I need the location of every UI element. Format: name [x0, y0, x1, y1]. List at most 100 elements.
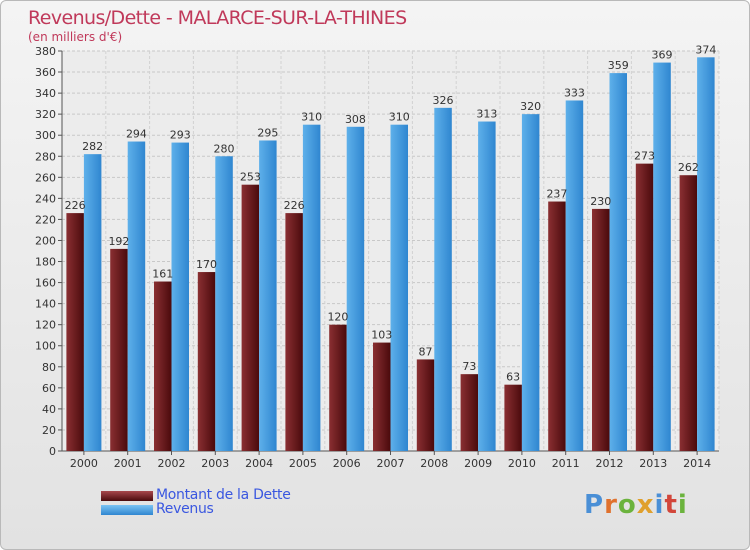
y-tick-label: 360	[35, 66, 56, 79]
data-label-debt: 253	[240, 171, 261, 184]
data-label-revenue: 333	[564, 86, 585, 99]
bar-debt	[241, 184, 260, 451]
x-tick-label: 2003	[201, 457, 229, 470]
data-label-debt: 120	[327, 311, 348, 324]
legend-swatch-revenue	[101, 505, 153, 515]
y-tick-label: 300	[35, 129, 56, 142]
x-tick-label: 2000	[70, 457, 98, 470]
bar-revenue	[697, 57, 715, 451]
x-tick-label: 2012	[596, 457, 624, 470]
bar-debt	[548, 201, 566, 451]
bar-debt	[679, 175, 698, 452]
legend-label-revenue: Revenus	[156, 501, 214, 517]
bar-revenue	[302, 124, 321, 452]
bar-revenue	[83, 154, 102, 451]
data-label-revenue: 295	[257, 126, 278, 139]
bar-debt	[373, 342, 391, 451]
bars	[66, 57, 715, 452]
bar-debt	[285, 213, 303, 451]
x-tick-label: 2008	[420, 457, 448, 470]
bar-revenue	[565, 100, 584, 451]
data-label-debt: 273	[634, 150, 655, 163]
proxiti-logo: Proxiti	[584, 490, 688, 520]
bar-debt	[197, 272, 216, 451]
y-tick-label: 100	[35, 340, 56, 353]
bar-revenue	[434, 107, 452, 451]
x-tick-label: 2004	[245, 457, 273, 470]
y-tick-label: 340	[35, 87, 56, 100]
bar-revenue	[521, 114, 540, 451]
bar-revenue	[259, 140, 277, 451]
data-label-debt: 87	[419, 345, 433, 358]
x-tick-label: 2014	[683, 457, 711, 470]
data-label-revenue: 282	[82, 140, 103, 153]
data-label-debt: 192	[108, 235, 129, 248]
data-label-revenue: 369	[652, 49, 673, 62]
bar-revenue	[653, 62, 671, 451]
y-tick-label: 280	[35, 150, 56, 163]
data-label-revenue: 359	[608, 59, 629, 72]
data-label-debt: 226	[65, 199, 86, 212]
y-tick-label: 140	[35, 298, 56, 311]
y-tick-label: 260	[35, 171, 56, 184]
data-label-debt: 170	[196, 258, 217, 271]
data-label-revenue: 313	[476, 108, 497, 121]
data-label-debt: 73	[462, 360, 476, 373]
data-label-revenue: 310	[389, 111, 410, 124]
data-labels: 226 282 192 294 161 293 170 280 253 295 226 310 120 3…	[65, 43, 717, 383]
data-label-debt: 262	[678, 161, 699, 174]
y-tick-label: 60	[42, 382, 56, 395]
legend-swatch-debt	[101, 491, 153, 501]
data-label-revenue: 326	[433, 94, 454, 107]
y-tick-label: 0	[49, 445, 56, 458]
y-tick-label: 200	[35, 234, 56, 247]
data-label-debt: 161	[152, 268, 173, 281]
x-tick-label: 2009	[464, 457, 492, 470]
y-tick-label: 20	[42, 424, 56, 437]
chart-title: Revenus/Dette - MALARCE-SUR-LA-THINES	[28, 7, 407, 29]
x-tick-label: 2007	[377, 457, 405, 470]
x-tick-label: 2013	[639, 457, 667, 470]
bar-revenue	[390, 124, 408, 452]
data-label-revenue: 310	[301, 111, 322, 124]
y-tick-label: 220	[35, 213, 56, 226]
bar-revenue	[478, 121, 496, 452]
y-tick-label: 240	[35, 192, 56, 205]
data-label-debt: 103	[371, 329, 392, 342]
data-label-debt: 226	[284, 199, 305, 212]
bar-revenue	[215, 156, 233, 451]
chart-subtitle: (en milliers d'€)	[28, 30, 123, 44]
bar-debt	[110, 248, 128, 451]
legend-label-debt: Montant de la Dette	[156, 487, 291, 503]
x-tick-label: 2002	[158, 457, 186, 470]
y-tick-label: 40	[42, 403, 56, 416]
bar-revenue	[171, 142, 189, 451]
data-label-debt: 230	[590, 195, 611, 208]
data-label-debt: 237	[546, 188, 567, 201]
bar-debt	[504, 384, 522, 451]
x-tick-label: 2006	[333, 457, 361, 470]
data-label-debt: 63	[506, 371, 520, 384]
data-label-revenue: 293	[170, 129, 191, 142]
data-label-revenue: 308	[345, 113, 366, 126]
data-label-revenue: 294	[126, 128, 147, 141]
y-tick-label: 320	[35, 108, 56, 121]
y-tick-label: 80	[42, 361, 56, 374]
x-tick-label: 2001	[114, 457, 142, 470]
bar-debt	[154, 281, 172, 451]
data-label-revenue: 374	[695, 43, 716, 56]
y-tick-label: 120	[35, 319, 56, 332]
x-tick-label: 2005	[289, 457, 317, 470]
bar-debt	[460, 374, 479, 451]
y-tick-label: 380	[35, 45, 56, 58]
data-label-revenue: 320	[520, 100, 541, 113]
bar-revenue	[346, 126, 365, 451]
x-tick-label: 2011	[552, 457, 580, 470]
bar-debt	[592, 208, 610, 451]
y-tick-label: 160	[35, 277, 56, 290]
bar-debt	[416, 359, 435, 451]
bar-debt	[66, 213, 84, 451]
bar-debt	[635, 163, 654, 451]
